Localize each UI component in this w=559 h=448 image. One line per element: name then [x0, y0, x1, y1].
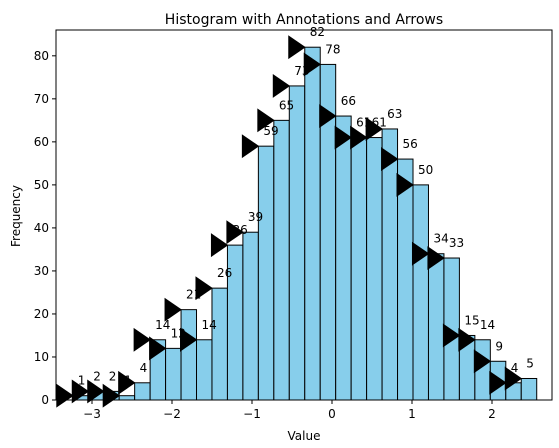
histogram-bar: [366, 137, 383, 401]
annotation-label: 14: [155, 318, 170, 332]
histogram-bar: [134, 382, 151, 401]
annotation-arrow: [118, 370, 136, 395]
y-tick-label: 70: [34, 92, 49, 106]
annotation-arrow: [365, 117, 383, 141]
x-tick-label: −3: [83, 407, 101, 421]
histogram-bar: [257, 145, 275, 401]
annotation-arrow: [442, 323, 461, 348]
annotation-arrow: [350, 125, 368, 150]
histogram-bar: [211, 287, 228, 401]
annotation-arrow: [102, 383, 121, 408]
histogram-bar: [350, 137, 368, 401]
annotation-label: 78: [325, 42, 340, 56]
histogram-bar: [520, 377, 538, 401]
histogram-bar: [427, 253, 445, 401]
histogram-bar: [335, 115, 352, 401]
y-tick-label: 80: [34, 49, 49, 63]
x-axis-label: Value: [288, 429, 321, 443]
annotation-arrow: [489, 370, 507, 395]
annotation-arrow: [257, 108, 275, 133]
chart-title: Histogram with Annotations and Arrows: [165, 12, 443, 28]
annotation-arrow: [288, 35, 306, 60]
annotation-arrow: [303, 52, 322, 77]
bars-layer: [72, 46, 538, 401]
histogram-bar: [165, 347, 182, 401]
annotation-arrow: [164, 297, 182, 322]
annotation-arrow: [396, 172, 414, 197]
annotation-label: 5: [526, 356, 534, 370]
annotation-label: 56: [403, 137, 418, 151]
x-tick-label: 1: [408, 407, 416, 421]
annotation-arrow: [133, 327, 152, 352]
annotation-label: 33: [449, 236, 464, 250]
histogram-bar: [397, 158, 414, 401]
annotation-arrow: [241, 134, 260, 159]
annotations-layer: 1221414122114263639596573827866616163565…: [56, 25, 534, 408]
y-tick-label: 60: [34, 135, 49, 149]
annotation-arrow: [56, 383, 74, 408]
annotation-label: 2: [109, 369, 117, 383]
annotation-arrow: [87, 379, 105, 404]
histogram-bar: [242, 231, 259, 401]
annotation-arrow: [504, 366, 523, 391]
annotation-arrow: [149, 336, 167, 361]
x-tick-label: −2: [163, 407, 181, 421]
histogram-bar: [288, 85, 306, 401]
annotation-label: 50: [418, 163, 433, 177]
plot-frame: [55, 29, 553, 401]
annotation-arrow: [71, 379, 90, 404]
annotation-label: 26: [217, 266, 232, 280]
y-tick-label: 20: [34, 307, 49, 321]
annotation-label: 39: [248, 210, 263, 224]
histogram-bar: [381, 128, 399, 401]
annotation-label: 4: [140, 361, 148, 375]
histogram-bar: [118, 395, 136, 401]
annotation-arrow: [427, 246, 445, 270]
annotation-label: 66: [341, 94, 356, 108]
annotation-arrow: [195, 276, 213, 301]
annotation-arrow: [319, 104, 337, 128]
annotation-arrow: [458, 327, 476, 352]
annotation-label: 59: [263, 124, 278, 138]
annotation-label: 63: [387, 107, 402, 121]
y-axis-label: Frequency: [9, 185, 23, 247]
histogram-bar: [273, 119, 290, 401]
annotation-label: 4: [511, 361, 519, 375]
histogram-bar: [180, 309, 198, 401]
annotation-label: 14: [202, 318, 217, 332]
y-tick-label: 0: [41, 393, 49, 407]
histogram-bar: [196, 339, 213, 401]
x-tick-label: −1: [243, 407, 261, 421]
annotation-label: 9: [495, 339, 503, 353]
x-tick-label: 0: [328, 407, 336, 421]
annotation-arrow: [180, 327, 198, 352]
histogram-bar: [412, 184, 429, 401]
annotation-label: 15: [464, 313, 479, 327]
annotation-label: 1: [78, 374, 86, 388]
annotation-label: 14: [480, 318, 495, 332]
annotation-arrow: [381, 147, 399, 172]
annotation-label: 82: [310, 25, 325, 39]
annotation-arrow: [334, 125, 353, 150]
y-tick-label: 50: [34, 178, 49, 192]
y-tick-label: 30: [34, 264, 49, 278]
annotation-arrow: [411, 241, 430, 266]
y-tick-label: 40: [34, 221, 49, 235]
histogram-bar: [304, 46, 321, 401]
annotation-arrow: [226, 220, 244, 245]
annotation-label: 34: [433, 232, 448, 246]
annotation-label: 65: [279, 98, 294, 112]
x-tick-label: 2: [488, 407, 496, 421]
annotation-label: 2: [93, 369, 101, 383]
annotation-arrow: [473, 349, 492, 374]
annotation-arrow: [210, 233, 229, 258]
y-tick-label: 10: [34, 350, 49, 364]
annotation-arrow: [272, 73, 291, 98]
